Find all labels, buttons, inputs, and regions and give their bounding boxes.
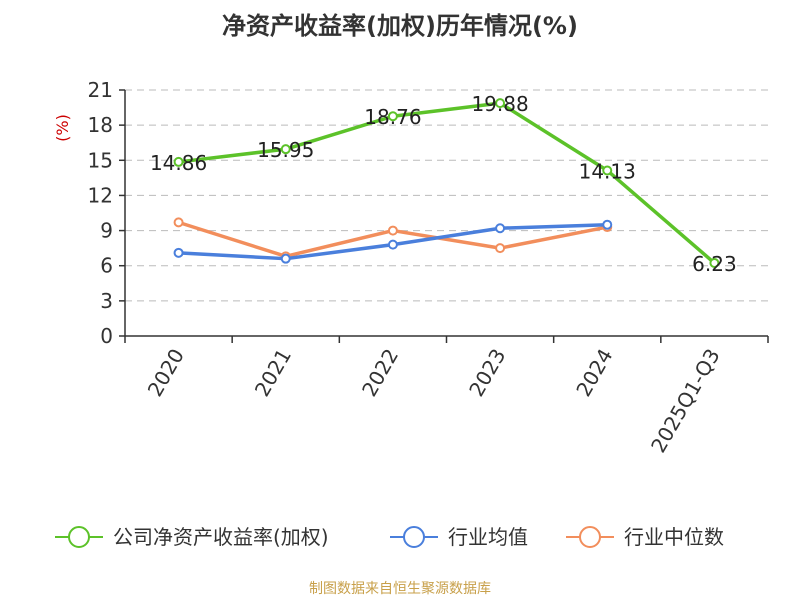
y-axis-unit: (%) (53, 114, 72, 142)
legend: 公司净资产收益率(加权) 行业均值 行业中位数 (55, 525, 724, 549)
x-tick-label: 2022 (357, 345, 403, 401)
data-point[interactable] (280, 253, 291, 264)
x-axis-ticks: 2020 2021 2022 2023 2024 2025Q1-Q3 (143, 345, 725, 457)
data-point[interactable] (387, 225, 398, 236)
data-point[interactable] (602, 165, 613, 176)
y-tick-label: 12 (88, 183, 113, 207)
x-tick-label: 2020 (143, 345, 189, 401)
data-label: 14.13 (579, 159, 636, 183)
y-tick-label: 6 (100, 254, 113, 278)
legend-marker (579, 526, 601, 548)
x-tick-label: 2021 (250, 345, 296, 401)
data-label: 19.88 (471, 92, 528, 116)
x-tick-label: 2025Q1-Q3 (646, 345, 725, 457)
legend-marker (68, 526, 90, 548)
source-note: 制图数据来自恒生聚源数据库 (309, 581, 491, 597)
data-point[interactable] (495, 223, 506, 234)
data-label: 15.95 (257, 138, 314, 162)
axes (119, 89, 769, 343)
x-tick-label: 2024 (571, 345, 617, 401)
legend-item[interactable]: 公司净资产收益率(加权) (55, 525, 329, 549)
data-point[interactable] (173, 217, 184, 228)
data-point[interactable] (709, 258, 720, 269)
y-tick-label: 21 (88, 78, 113, 102)
data-point[interactable] (495, 243, 506, 254)
data-label: 6.23 (692, 252, 737, 276)
data-labels: 14.86 15.95 18.76 19.88 14.13 6.23 (150, 92, 737, 276)
data-label: 18.76 (364, 105, 421, 129)
y-tick-label: 15 (88, 148, 113, 172)
legend-label: 行业均值 (448, 525, 528, 549)
data-point[interactable] (387, 239, 398, 250)
data-point[interactable] (173, 156, 184, 167)
data-point[interactable] (173, 247, 184, 258)
y-tick-label: 9 (100, 219, 113, 243)
y-axis-ticks: 0 3 6 9 12 15 18 21 (88, 78, 113, 348)
data-point[interactable] (387, 111, 398, 122)
chart-title: 净资产收益率(加权)历年情况(%) (222, 12, 578, 40)
x-tick-label: 2023 (464, 345, 510, 401)
y-tick-label: 3 (100, 289, 113, 313)
data-label: 14.86 (150, 151, 207, 175)
series-lines (173, 98, 720, 269)
y-tick-label: 0 (100, 324, 113, 348)
legend-marker (403, 526, 425, 548)
y-tick-label: 18 (88, 113, 113, 137)
legend-label: 公司净资产收益率(加权) (113, 525, 329, 549)
legend-label: 行业中位数 (624, 525, 724, 549)
data-point[interactable] (602, 219, 613, 230)
series-line (178, 101, 716, 265)
legend-item[interactable]: 行业均值 (390, 525, 528, 549)
data-point[interactable] (495, 98, 506, 109)
grid-lines (125, 89, 768, 302)
data-point[interactable] (280, 144, 291, 155)
legend-item[interactable]: 行业中位数 (566, 525, 724, 549)
